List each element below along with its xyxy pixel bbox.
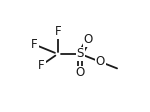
Text: F: F — [38, 59, 45, 72]
Text: O: O — [84, 33, 93, 46]
Text: F: F — [31, 38, 38, 51]
Text: O: O — [96, 55, 105, 68]
Text: S: S — [77, 47, 84, 60]
Text: F: F — [54, 25, 61, 38]
Text: O: O — [76, 66, 85, 79]
